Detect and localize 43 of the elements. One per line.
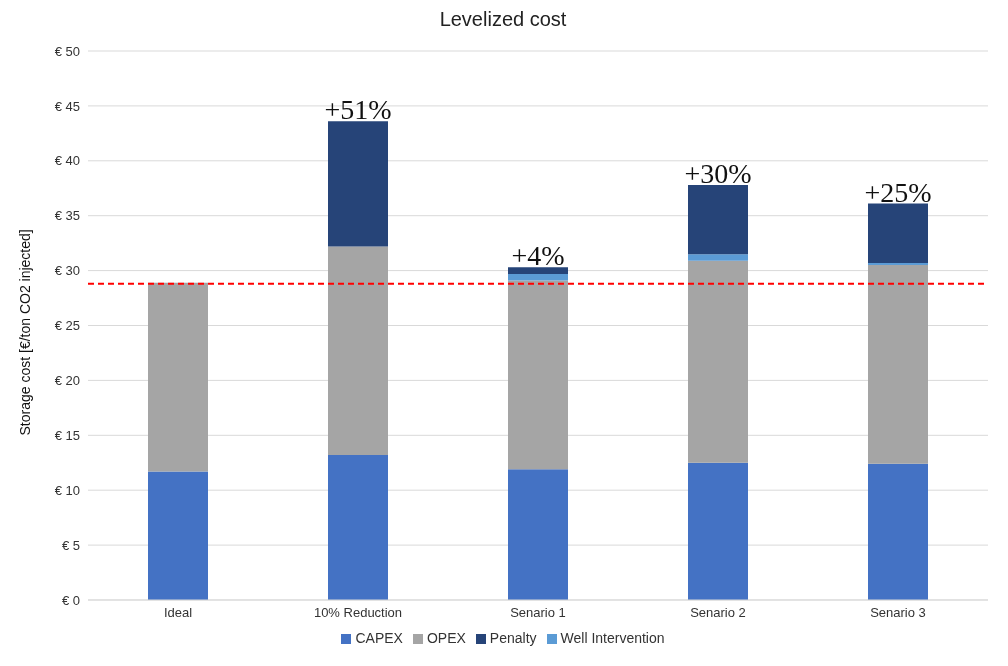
annotation: +4%: [511, 240, 565, 272]
bar: [508, 267, 568, 274]
y-axis-title: Storage cost [€/ton CO2 injected]: [16, 229, 33, 436]
bar: [508, 280, 568, 470]
annotation: +30%: [684, 157, 752, 189]
y-tick-label: € 35: [54, 208, 80, 224]
bar: [328, 455, 388, 600]
bar: [868, 265, 928, 464]
legend-label: OPEX: [426, 630, 466, 646]
y-tick-label: € 50: [54, 43, 80, 59]
y-tick-label: € 30: [54, 263, 80, 279]
bar: [688, 254, 748, 261]
annotation: +25%: [864, 176, 932, 208]
bar: [148, 471, 208, 600]
bar: [688, 184, 748, 255]
x-tick-label: Senario 3: [870, 605, 926, 621]
bar: [508, 273, 568, 281]
y-tick-label: € 45: [54, 98, 80, 114]
bar: [868, 262, 928, 266]
bar: [868, 463, 928, 600]
bar: [688, 260, 748, 463]
y-tick-label: € 25: [54, 318, 80, 334]
legend-label: Penalty: [489, 630, 537, 646]
bar: [688, 462, 748, 600]
legend-label: Well Intervention: [560, 630, 665, 646]
bar: [328, 121, 388, 247]
y-tick-label: € 5: [61, 537, 80, 553]
x-tick-label: Ideal: [163, 605, 193, 621]
x-tick-label: Senario 2: [690, 605, 746, 621]
x-tick-label: 10% Reduction: [313, 605, 403, 621]
bar: [328, 246, 388, 456]
annotation: +51%: [324, 94, 392, 126]
legend-label: CAPEX: [355, 630, 403, 646]
bar: [148, 282, 208, 472]
y-tick-label: € 0: [61, 592, 80, 608]
y-tick-label: € 20: [54, 373, 80, 389]
x-tick-label: Senario 1: [510, 605, 566, 621]
bar: [868, 203, 928, 263]
y-tick-label: € 15: [54, 427, 80, 443]
y-tick-label: € 40: [54, 153, 80, 169]
bar: [508, 469, 568, 600]
chart-title: Levelized cost: [438, 8, 568, 31]
y-tick-label: € 10: [54, 482, 80, 498]
